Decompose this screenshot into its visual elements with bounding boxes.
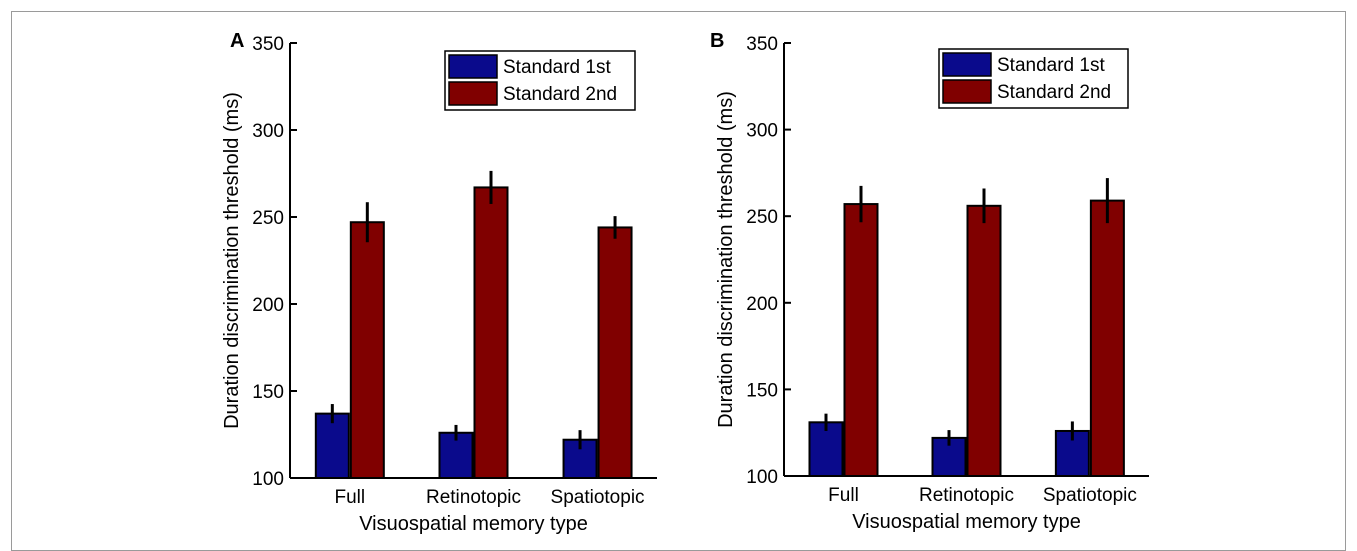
legend: Standard 1st Standard 2nd <box>938 48 1129 109</box>
bar-standard-2nd-retinotopic <box>473 186 509 479</box>
bar-standard-2nd-spatiotopic <box>1089 199 1125 477</box>
legend-label: Standard 2nd <box>997 82 1111 103</box>
legend: Standard 1st Standard 2nd <box>444 50 636 111</box>
y-tick-label: 150 <box>252 382 284 403</box>
y-tick-label: 200 <box>746 294 778 315</box>
panel-label: A <box>230 30 244 52</box>
y-tick-label: 300 <box>252 121 284 142</box>
chart-panel-b: B 100 150 200 250 300 350 Duration discriminati… <box>710 30 1149 533</box>
y-tick-label: 350 <box>252 34 284 55</box>
legend-swatch <box>448 54 498 79</box>
x-axis-title: Visuospatial memory type <box>359 513 588 534</box>
legend-swatch <box>942 52 992 77</box>
figure-svg: A 100 150 200 250 300 350 Duration discriminati… <box>221 30 1149 534</box>
bar-standard-1st-full <box>808 421 844 478</box>
panel-label: B <box>710 30 724 52</box>
y-tick-label: 300 <box>746 121 778 142</box>
x-category-label: Full <box>828 485 859 506</box>
legend-swatch <box>942 79 992 104</box>
y-axis-title: Duration discrimination threshold (ms) <box>221 92 243 429</box>
legend-label: Standard 2nd <box>503 84 617 105</box>
legend-label: Standard 1st <box>503 57 611 78</box>
x-category-label: Spatiotopic <box>1043 485 1137 506</box>
legend-label: Standard 1st <box>997 55 1105 76</box>
y-tick-label: 150 <box>746 380 778 401</box>
bar-standard-1st-spatiotopic <box>1054 429 1090 477</box>
bar-standard-2nd-spatiotopic <box>597 226 633 479</box>
x-category-label: Retinotopic <box>919 485 1014 506</box>
x-axis-title: Visuospatial memory type <box>852 511 1081 533</box>
bar-standard-2nd-retinotopic <box>966 204 1002 477</box>
bar-standard-1st-retinotopic <box>931 436 967 477</box>
legend-swatch <box>448 81 498 106</box>
y-tick-label: 100 <box>252 469 284 490</box>
y-tick-label: 250 <box>252 208 284 229</box>
x-category-label: Retinotopic <box>426 487 521 508</box>
bar-standard-2nd-full <box>349 221 385 479</box>
y-tick-label: 200 <box>252 295 284 316</box>
chart-panel-a: A 100 150 200 250 300 350 Duration discriminati… <box>221 30 657 534</box>
y-tick-label: 100 <box>746 467 778 488</box>
y-tick-label: 250 <box>746 207 778 228</box>
bar-standard-1st-full <box>314 412 350 479</box>
x-category-label: Full <box>335 487 366 508</box>
y-tick-label: 350 <box>746 34 778 55</box>
x-category-label: Spatiotopic <box>551 487 645 508</box>
y-axis-title: Duration discrimination threshold (ms) <box>715 91 737 428</box>
bar-standard-2nd-full <box>843 203 879 478</box>
